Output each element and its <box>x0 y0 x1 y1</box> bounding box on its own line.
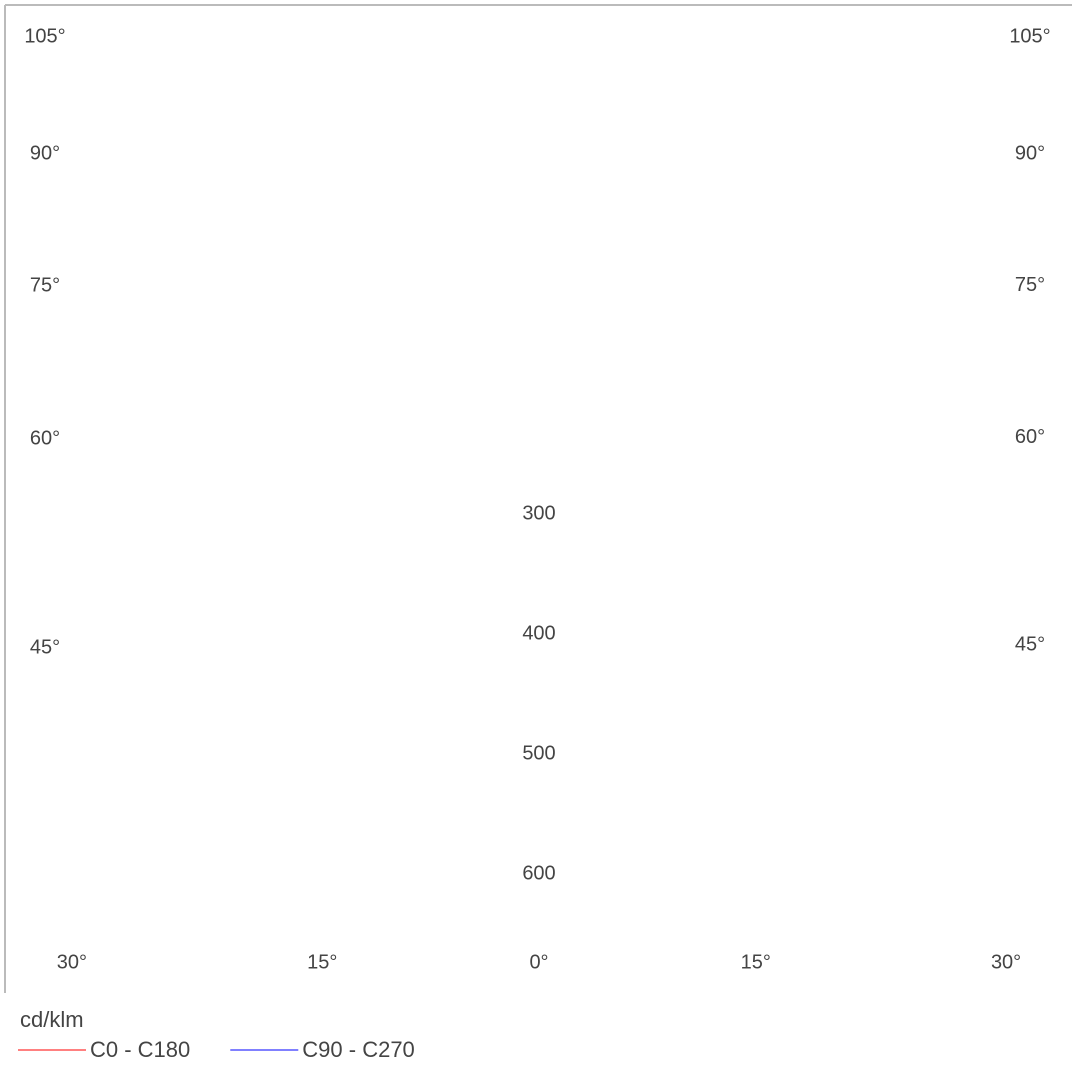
labels: 300 400 500 600 105° 90° 75° 60° 45° 30° 15° 0° 15° 3… <box>22 23 1052 975</box>
legend: C0 - C180 C90 - C270 <box>18 1037 415 1062</box>
ring-label: 500 <box>522 742 555 764</box>
legend-label: C0 - C180 <box>90 1037 190 1062</box>
angle-label: 30° <box>57 951 87 973</box>
angle-label: 75° <box>30 275 60 297</box>
angle-label: 45° <box>30 636 60 658</box>
angle-label: 15° <box>741 951 771 973</box>
angle-label: 60° <box>1015 426 1045 448</box>
angle-label: 105° <box>24 25 65 47</box>
angle-label: 90° <box>30 142 60 164</box>
angle-label: 30° <box>991 951 1021 973</box>
angle-label: 105° <box>1009 25 1050 47</box>
ring-label: 300 <box>522 502 555 524</box>
ring-label: 400 <box>522 622 555 644</box>
angle-label: 15° <box>307 951 337 973</box>
angle-label: 75° <box>1015 274 1045 296</box>
angle-label: 0° <box>529 951 548 973</box>
ring-label: 600 <box>522 862 555 884</box>
legend-label: C90 - C270 <box>302 1037 415 1062</box>
angle-label: 45° <box>1015 633 1045 655</box>
angle-label: 60° <box>30 427 60 449</box>
angle-label: 90° <box>1015 142 1045 164</box>
unit-label: cd/klm <box>20 1007 84 1032</box>
